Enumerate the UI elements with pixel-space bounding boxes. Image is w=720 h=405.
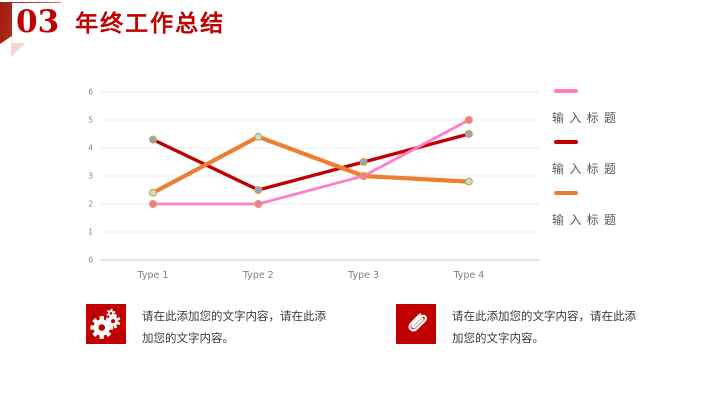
callout-paperclip: 请在此添加您的文字内容，请在此添加您的文字内容。 <box>396 304 640 350</box>
y-tick-label: 6 <box>88 88 93 97</box>
data-point <box>464 115 473 124</box>
callout-text: 请在此添加您的文字内容，请在此添加您的文字内容。 <box>452 311 636 345</box>
legend-label: 输 入 标 题 <box>552 162 618 176</box>
legend-label: 输 入 标 题 <box>552 213 618 227</box>
line-chart: 0 1 2 3 4 5 6 Type 1 Type 2 Type 3 Type 4 <box>88 88 540 281</box>
data-point <box>254 132 263 141</box>
legend-item-1: 输 入 标 题 <box>552 89 682 126</box>
y-tick-label: 4 <box>88 144 93 153</box>
data-point <box>148 188 157 197</box>
x-tick-label: Type 3 <box>347 270 379 281</box>
series-line-3 <box>150 134 471 195</box>
y-tick-label: 1 <box>88 228 93 237</box>
data-point <box>464 129 473 138</box>
y-tick-label: 0 <box>88 256 93 265</box>
x-tick-label: Type 2 <box>242 270 274 281</box>
data-point <box>148 135 157 144</box>
data-point <box>359 157 368 166</box>
series-line-2 <box>151 132 471 192</box>
x-tick-label: Type 4 <box>452 270 484 281</box>
chart-legend: 输 入 标 题 输 入 标 题 输 入 标 题 <box>552 89 682 242</box>
data-point <box>359 171 368 180</box>
series-line-1 <box>151 118 471 206</box>
paperclip-icon <box>396 304 436 344</box>
y-tick-label: 3 <box>88 172 93 181</box>
legend-label: 输 入 标 题 <box>552 111 618 125</box>
page-title: 03 年终工作总结 <box>12 3 225 43</box>
data-point <box>254 199 263 208</box>
data-point <box>148 199 157 208</box>
gears-icon <box>86 304 126 344</box>
legend-swatch-red <box>554 140 578 144</box>
x-tick-label: Type 1 <box>137 270 169 281</box>
data-point <box>464 177 473 186</box>
callout-gears: 请在此添加您的文字内容，请在此添加您的文字内容。 <box>86 304 330 350</box>
title-text: 年终工作总结 <box>75 9 226 37</box>
y-tick-label: 2 <box>88 200 93 209</box>
callout-text: 请在此添加您的文字内容，请在此添加您的文字内容。 <box>142 311 326 345</box>
legend-swatch-orange <box>554 191 578 195</box>
section-number: 03 <box>12 3 64 43</box>
y-tick-label: 5 <box>88 116 93 125</box>
legend-swatch-pink <box>554 89 578 93</box>
legend-item-3: 输 入 标 题 <box>552 191 682 228</box>
legend-item-2: 输 入 标 题 <box>552 140 682 177</box>
data-point <box>254 185 263 194</box>
